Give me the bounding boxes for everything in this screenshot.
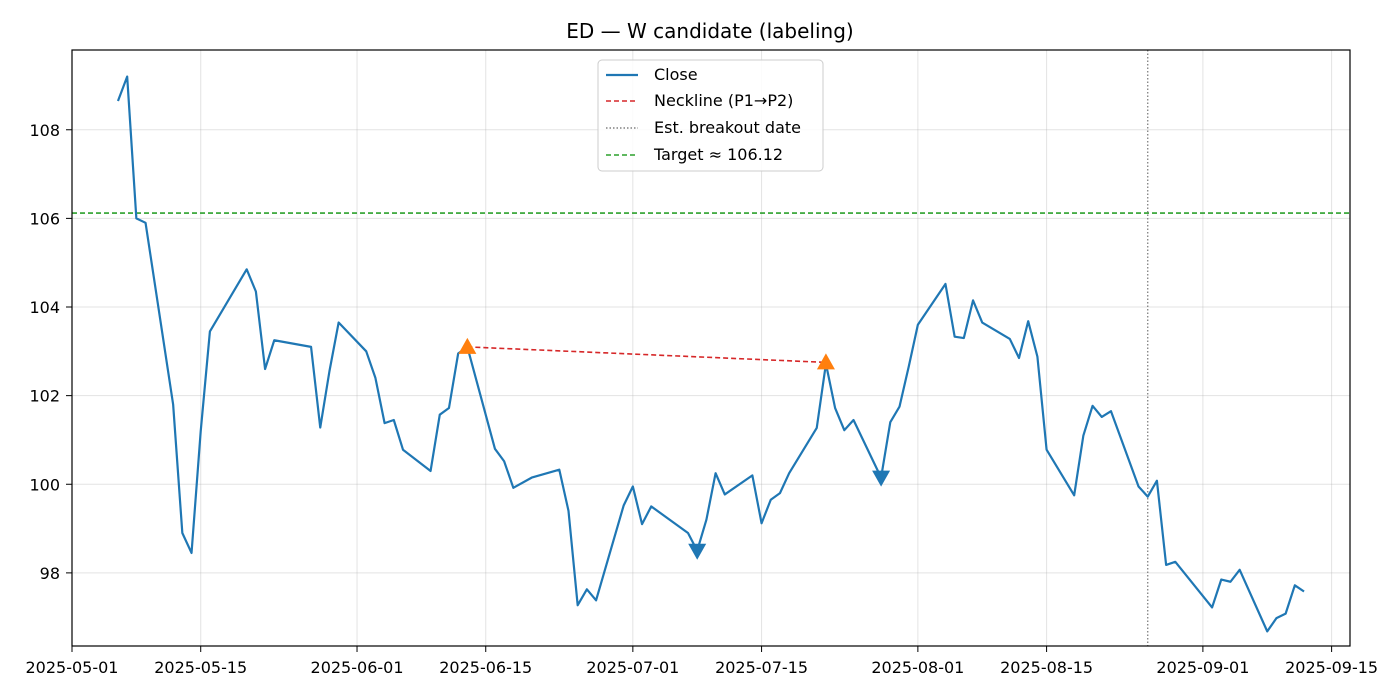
x-tick-label: 2025-07-15: [715, 658, 808, 677]
x-tick-label: 2025-05-01: [26, 658, 119, 677]
trough-marker: [688, 543, 707, 560]
axis-ticks: 2025-05-01 2025-05-15 2025-06-01 2025-06-15…: [26, 121, 1379, 677]
y-tick-label: 100: [29, 475, 60, 494]
x-tick-label: 2025-05-15: [154, 658, 247, 677]
peak-marker: [816, 353, 835, 370]
axes-frame: [71, 49, 1351, 647]
x-tick-label: 2025-06-01: [311, 658, 404, 677]
peak-marker: [458, 337, 477, 354]
legend-label-neckline: Neckline (P1→P2): [654, 91, 793, 110]
trough-marker: [872, 470, 891, 487]
y-tick-label: 102: [29, 387, 60, 406]
y-tick-label: 98: [40, 564, 60, 583]
legend: Close Neckline (P1→P2) Est. breakout dat…: [597, 59, 824, 172]
y-tick-label: 104: [29, 298, 60, 317]
plot-area: [72, 50, 1350, 646]
legend-box: [597, 59, 824, 172]
x-tick-label: 2025-08-15: [1000, 658, 1093, 677]
x-tick-label: 2025-09-15: [1285, 658, 1378, 677]
x-tick-label: 2025-06-15: [439, 658, 532, 677]
chart-title: ED — W candidate (labeling): [566, 19, 853, 43]
y-tick-label: 106: [29, 209, 60, 228]
series-line-close: [116, 75, 1305, 633]
legend-label-close: Close: [654, 65, 698, 84]
grid: [71, 50, 1350, 646]
legend-label-target: Target ≈ 106.12: [653, 145, 783, 164]
y-tick-label: 108: [29, 121, 60, 140]
neckline: [467, 346, 826, 364]
legend-label-breakout: Est. breakout date: [654, 118, 801, 137]
x-tick-label: 2025-07-01: [586, 658, 679, 677]
x-tick-label: 2025-08-01: [871, 658, 964, 677]
x-tick-label: 2025-09-01: [1156, 658, 1249, 677]
